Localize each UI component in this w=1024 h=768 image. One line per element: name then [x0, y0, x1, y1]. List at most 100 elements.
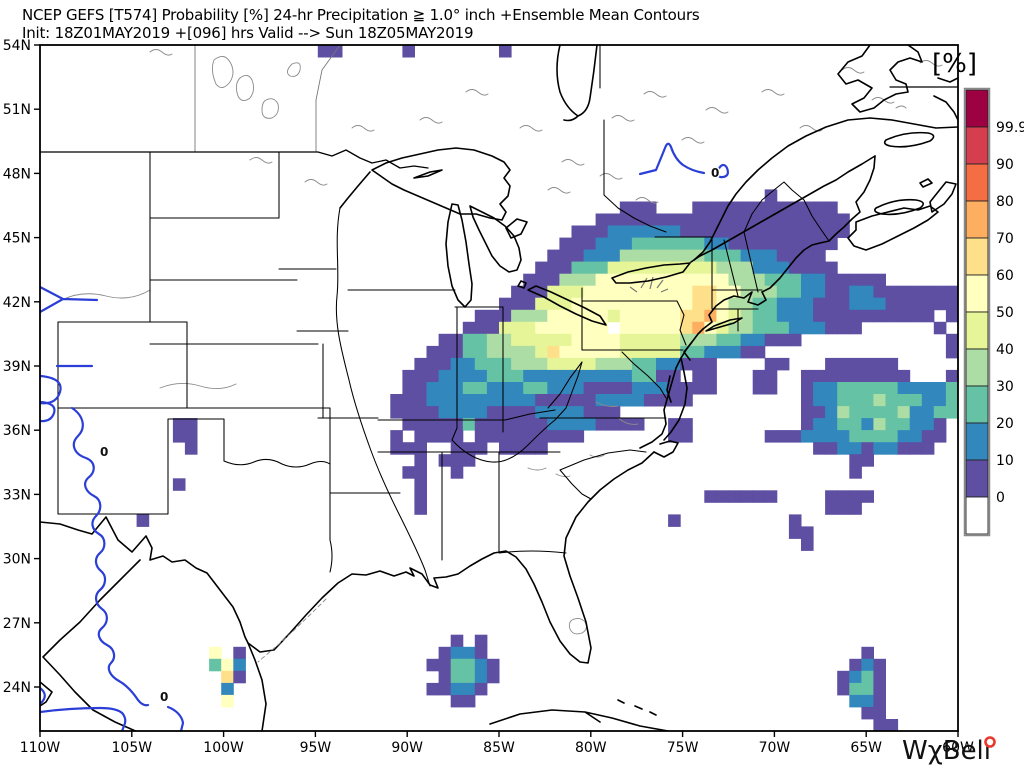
prob-cell — [499, 345, 512, 359]
prob-cell — [462, 406, 476, 419]
prob-cell — [825, 261, 838, 275]
prob-cell — [813, 442, 826, 455]
prob-cell — [438, 682, 452, 696]
prob-cell — [486, 382, 500, 395]
prob-cell — [680, 333, 693, 347]
prob-cell — [801, 237, 814, 251]
prob-cell — [643, 213, 657, 226]
prob-cell — [450, 646, 464, 660]
prob-cell — [704, 213, 717, 226]
prob-cell — [897, 418, 911, 431]
prob-cell — [837, 382, 850, 395]
prob-cell — [704, 357, 717, 371]
prob-cell — [583, 418, 597, 431]
prob-cell — [486, 321, 500, 335]
prob-cell — [535, 394, 548, 407]
prob-cell — [474, 333, 488, 347]
prob-cell — [861, 406, 874, 419]
prob-cell — [438, 406, 452, 419]
prob-cell — [656, 333, 669, 347]
prob-cell — [776, 297, 790, 311]
prob-cell — [909, 418, 923, 431]
lon-tick-label: 95W — [300, 740, 332, 756]
prob-cell — [511, 345, 524, 359]
colorbar-tick-label: 60 — [996, 268, 1014, 284]
prob-cell — [801, 273, 814, 287]
prob-cell — [462, 646, 476, 660]
prob-cell — [571, 261, 585, 275]
prob-cell — [523, 394, 536, 407]
prob-cell — [740, 333, 754, 347]
prob-cell — [897, 394, 911, 407]
prob-cell — [559, 369, 572, 383]
prob-cell — [716, 297, 729, 311]
prob-cell — [619, 369, 633, 383]
prob-cell — [547, 333, 560, 347]
prob-cell — [740, 201, 754, 214]
prob-cell — [825, 321, 838, 335]
prob-cell — [692, 273, 705, 287]
prob-cell — [692, 237, 705, 251]
prob-cell — [680, 285, 693, 299]
prob-cell — [837, 418, 850, 431]
prob-cell — [788, 273, 802, 287]
canada-lakes-squiggles — [61, 49, 943, 635]
prob-cell — [474, 345, 488, 359]
prob-cell — [486, 345, 500, 359]
prob-cell — [776, 357, 790, 371]
prob-cell — [801, 285, 814, 299]
prob-cell — [933, 430, 947, 443]
prob-cell — [656, 345, 669, 359]
prob-cell — [897, 297, 911, 311]
prob-cell — [837, 213, 850, 226]
prob-cell — [595, 225, 609, 238]
prob-cell — [764, 369, 778, 383]
prob-cell — [523, 382, 536, 395]
prob-cell — [656, 357, 669, 371]
prob-cell — [680, 321, 693, 335]
prob-cell — [921, 430, 935, 443]
prob-cell — [499, 369, 512, 383]
prob-cell — [945, 345, 958, 359]
prob-cell — [474, 646, 488, 660]
prob-cell — [668, 345, 681, 359]
prob-cell — [885, 369, 899, 383]
prob-cell — [813, 201, 826, 214]
prob-cell — [426, 394, 440, 407]
prob-cell — [752, 309, 766, 323]
prob-cell — [764, 333, 778, 347]
prob-cell — [402, 394, 415, 407]
prob-cell — [716, 261, 729, 275]
prob-cell — [825, 357, 838, 371]
colorbar-tick-label: 90 — [996, 157, 1014, 173]
prob-cell — [631, 201, 645, 214]
colorbar-tick-label: 50 — [996, 305, 1014, 321]
prob-cell — [764, 225, 778, 238]
prob-cell — [390, 430, 403, 443]
prob-cell — [607, 225, 621, 238]
prob-cell — [837, 430, 850, 443]
prob-cell — [861, 646, 874, 660]
prob-cell — [849, 694, 862, 708]
prob-cell — [607, 369, 621, 383]
prob-cell — [438, 357, 452, 371]
prob-cell — [559, 406, 572, 419]
prob-cell — [716, 285, 729, 299]
prob-cell — [885, 382, 899, 395]
prob-cell — [607, 394, 621, 407]
prob-cell — [680, 237, 693, 251]
prob-cell — [571, 273, 585, 287]
prob-cell — [619, 345, 633, 359]
prob-cell — [873, 297, 886, 311]
lat-tick-label: 42N — [3, 295, 31, 311]
prob-cell — [849, 658, 862, 672]
prob-cell — [921, 442, 935, 455]
prob-cell — [438, 670, 452, 684]
prob-cell — [873, 694, 886, 708]
colorbar-outline — [963, 87, 991, 537]
prob-cell — [861, 430, 874, 443]
prob-cell — [788, 261, 802, 275]
prob-cell — [788, 213, 802, 226]
prob-cell — [849, 357, 862, 371]
prob-cell — [583, 333, 597, 347]
